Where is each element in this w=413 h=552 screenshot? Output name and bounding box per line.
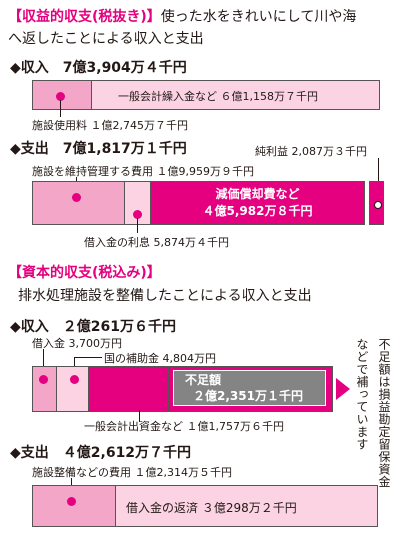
facility-cost-label: 施設整備などの費用 １億2,314万５千円 [32,466,232,479]
general-budget-leader [139,410,140,422]
capital-income-header: ◆収入 ２億261万６千円 [10,316,176,336]
loan-bar [32,366,57,412]
maintenance-marker [72,193,81,202]
facility-cost-marker [67,497,76,506]
subsidy-marker [70,375,79,384]
subsidy-label: 国の補助金 4,804万円 [104,352,216,365]
general-budget-marker [135,402,144,411]
maintenance-label: 施設を維持管理する費用 １億9,959万９千円 [32,165,254,178]
repayment-bar [115,485,378,527]
depreciation-line1: 減価償却費など [215,187,300,201]
depreciation-text: 減価償却費など ４億5,982万８千円 [150,186,365,220]
shortage-line2: ２億2,351万１千円 [193,389,303,403]
shortage-line1: 不足額 [185,373,222,387]
section2-desc: 排水処理施設を整備したことによる収入と支出 [18,288,312,304]
general-account-bar [91,80,380,110]
net-profit-leader [378,158,379,203]
shortage-text: 不足額 ２億2,351万１千円 [185,372,303,404]
interest-leader [137,218,138,233]
expense-header: ◆支出 7億1,817万１千円 [10,138,187,158]
capital-income-header-text: ◆収入 ２億261万６千円 [10,319,176,335]
section1-title: 【収益的収支(税抜き)】 [8,9,161,25]
section1-desc-line2: へ返したことによる収入と支出 [8,31,204,47]
maintenance-bar [32,181,125,225]
repayment-label: 借入金の返済 ３億298万２千円 [126,501,297,515]
depreciation-line2: ４億5,982万８千円 [202,204,313,218]
section1-header: 【収益的収支(税抜き)】使った水をきれいにして川や海 [8,6,356,26]
subsidy-bar [56,366,89,412]
capital-expense-header: ◆支出 ４億2,612万７千円 [10,442,191,462]
income-header-text: ◆収入 7億3,904万４千円 [10,60,187,76]
facility-fee-leader [60,100,61,117]
general-account-label: 一般会計繰入金など ６億1,158万７千円 [118,90,318,103]
expense-header-text: ◆支出 7億1,817万１千円 [10,141,187,157]
shortage-inner-box [173,370,326,406]
section1-desc-line1: 使った水をきれいにして川や海 [160,9,357,25]
facility-cost-bar [32,485,116,527]
shortage-note-col2: などで補っています [355,338,369,451]
net-profit-marker [374,201,382,209]
shortage-note-col1: 不足額は損益勘定留保資金 [377,338,391,488]
facility-fee-label: 施設使用料 １億2,745万７千円 [32,119,188,132]
loan-marker [39,375,48,384]
facility-fee-marker [56,92,65,101]
income-header: ◆収入 7億3,904万４千円 [10,57,187,77]
general-budget-label: 一般会計出資金など １億1,757万６千円 [84,420,284,433]
facility-fee-bar [32,80,92,110]
loan-label: 借入金 3,700万円 [32,337,122,350]
general-budget-bar [88,366,169,412]
section2-title: 【資本的収支(税込み)】 [8,265,161,281]
depreciation-bar [150,181,365,225]
interest-marker [133,210,142,219]
capital-expense-header-text: ◆支出 ４億2,612万７千円 [10,445,192,461]
subsidy-leader-h [74,357,102,358]
interest-label: 借入金の利息 5,874万４千円 [84,236,229,249]
loan-leader [43,349,44,377]
shortage-arrow-icon [336,378,350,400]
net-profit-label: 純利益 2,087万３千円 [255,145,367,158]
